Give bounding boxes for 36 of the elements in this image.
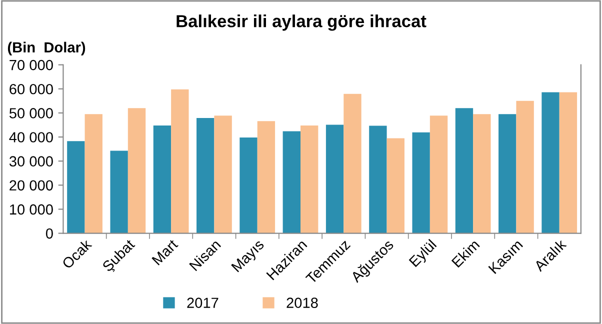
bar (542, 92, 560, 234)
y-tick-label: 40 000 (9, 132, 53, 142)
y-tick-label: 10 000 (10, 204, 53, 215)
bar (282, 131, 300, 234)
bar (559, 92, 578, 234)
legend-label: 2017 (187, 298, 218, 308)
bar (84, 114, 102, 234)
bar (300, 125, 318, 234)
y-tick-label: 70 000 (10, 60, 53, 70)
bar (153, 125, 172, 234)
bar (196, 118, 214, 234)
bar (326, 124, 344, 234)
y-axis-title: (Bin Dolar) (8, 42, 86, 56)
bar (473, 114, 491, 234)
bar (516, 100, 534, 234)
bar (128, 108, 146, 234)
bar (455, 108, 474, 234)
bar (369, 126, 387, 234)
bar (214, 116, 232, 234)
y-tick-label: 30 000 (9, 156, 53, 166)
bar (412, 132, 430, 234)
bar (344, 94, 362, 234)
bar (110, 150, 128, 234)
bar (67, 141, 85, 234)
bar (386, 138, 404, 234)
bar (498, 114, 516, 234)
bar (430, 116, 448, 234)
chart-title: Balıkesir ili aylara göre ihracat (176, 14, 426, 31)
y-tick-label: 20 000 (10, 180, 53, 191)
y-tick-label: 50 000 (9, 108, 53, 118)
legend-label: 2018 (286, 298, 318, 308)
y-tick-label: 60 000 (10, 84, 53, 94)
bar (240, 137, 258, 234)
bar (171, 89, 189, 234)
y-tick-label: 0 (46, 228, 53, 239)
bar (257, 121, 276, 234)
